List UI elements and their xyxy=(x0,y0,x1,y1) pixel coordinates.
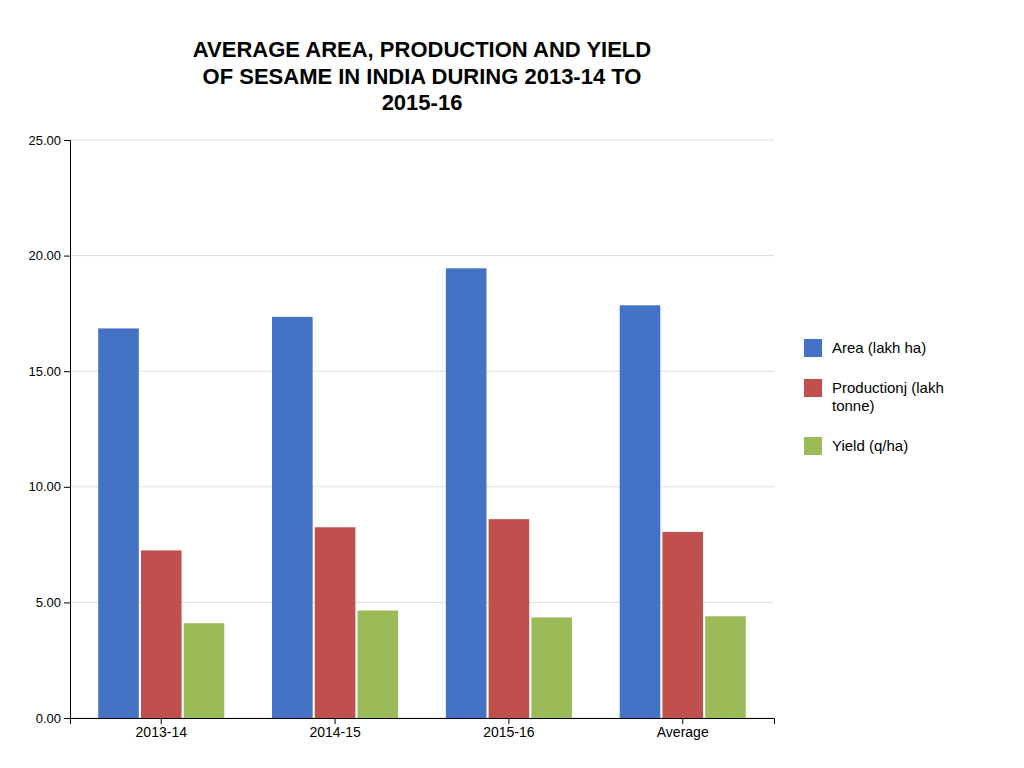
x-tick: Average xyxy=(657,718,709,740)
y-tick: 0.00 xyxy=(36,711,70,726)
tick-mark xyxy=(64,487,70,488)
text-line: 2015-16 xyxy=(382,90,463,115)
legend-item: Area (lakh ha) xyxy=(804,339,926,357)
tick-mark xyxy=(64,256,70,257)
legend-label: Productionj (lakhtonne) xyxy=(832,379,944,414)
legend-label: Area (lakh ha) xyxy=(832,339,926,356)
bar xyxy=(662,532,703,718)
x-axis: 2013-14 2014-15 2015-16 Average xyxy=(71,718,775,740)
y-tick: 10.00 xyxy=(28,479,70,494)
legend-swatch xyxy=(804,339,822,357)
tick-label: 10.00 xyxy=(28,479,61,494)
y-tick: 15.00 xyxy=(28,364,70,379)
grid-line xyxy=(70,486,774,487)
tick-mark xyxy=(64,602,70,603)
bar xyxy=(272,317,313,718)
text-line: Yield (q/ha) xyxy=(832,437,908,454)
y-axis: 0.00 5.00 10.00 15.00 20.00 25.00 xyxy=(28,133,70,726)
grid xyxy=(70,140,774,718)
series xyxy=(98,268,660,718)
title: AVERAGE AREA, PRODUCTION AND YIELDOF SES… xyxy=(193,37,651,115)
text-line: Area (lakh ha) xyxy=(832,339,926,356)
tick-label: 2015-16 xyxy=(483,724,535,740)
bar xyxy=(489,519,530,718)
bar xyxy=(531,617,572,718)
legend-swatch xyxy=(804,437,822,455)
series xyxy=(141,519,703,718)
grid-line xyxy=(70,140,774,141)
bar xyxy=(141,550,182,718)
legend-swatch xyxy=(804,379,822,397)
bar xyxy=(98,328,139,718)
legend: Area (lakh ha) Productionj (lakhtonne) Yie… xyxy=(804,339,944,455)
bar xyxy=(705,616,746,718)
tick-label: 15.00 xyxy=(28,364,61,379)
tick-mark xyxy=(64,371,70,372)
text-line: AVERAGE AREA, PRODUCTION AND YIELD xyxy=(193,37,651,62)
series xyxy=(184,610,746,718)
bar xyxy=(315,527,356,718)
tick-mark xyxy=(64,718,70,719)
y-tick: 20.00 xyxy=(28,248,70,263)
text-line: Productionj (lakh xyxy=(832,379,944,396)
plot: 0.00 5.00 10.00 15.00 20.00 25.00 2013-14 2014-… xyxy=(28,133,774,740)
legend-item: Yield (q/ha) xyxy=(804,437,908,455)
tick-label: 20.00 xyxy=(28,248,61,263)
grid-line xyxy=(70,255,774,256)
text-line: tonne) xyxy=(832,397,875,414)
tick-label: 2014-15 xyxy=(309,724,361,740)
bar xyxy=(358,610,399,718)
x-tick: 2014-15 xyxy=(309,718,361,740)
bars xyxy=(98,268,746,718)
tick-label: 25.00 xyxy=(28,133,61,148)
x-tick: 2015-16 xyxy=(483,718,535,740)
y-tick: 5.00 xyxy=(36,595,70,610)
grid-line xyxy=(70,371,774,372)
x-tick: 2013-14 xyxy=(136,718,188,740)
legend-label: Yield (q/ha) xyxy=(832,437,908,454)
y-tick: 25.00 xyxy=(28,133,70,148)
tick-label: 2013-14 xyxy=(136,724,188,740)
tick-label: Average xyxy=(657,724,709,740)
legend-item: Productionj (lakhtonne) xyxy=(804,379,944,414)
bar xyxy=(184,623,225,718)
text-line: OF SESAME IN INDIA DURING 2013-14 TO xyxy=(203,64,642,89)
bar xyxy=(446,268,487,718)
axis-line xyxy=(64,141,71,719)
bar xyxy=(620,305,661,718)
tick-label: 0.00 xyxy=(36,711,61,726)
tick-mark xyxy=(64,140,70,141)
chart: 0.00 5.00 10.00 15.00 20.00 25.00 2013-14 2014-… xyxy=(0,0,1024,768)
tick-label: 5.00 xyxy=(36,595,61,610)
